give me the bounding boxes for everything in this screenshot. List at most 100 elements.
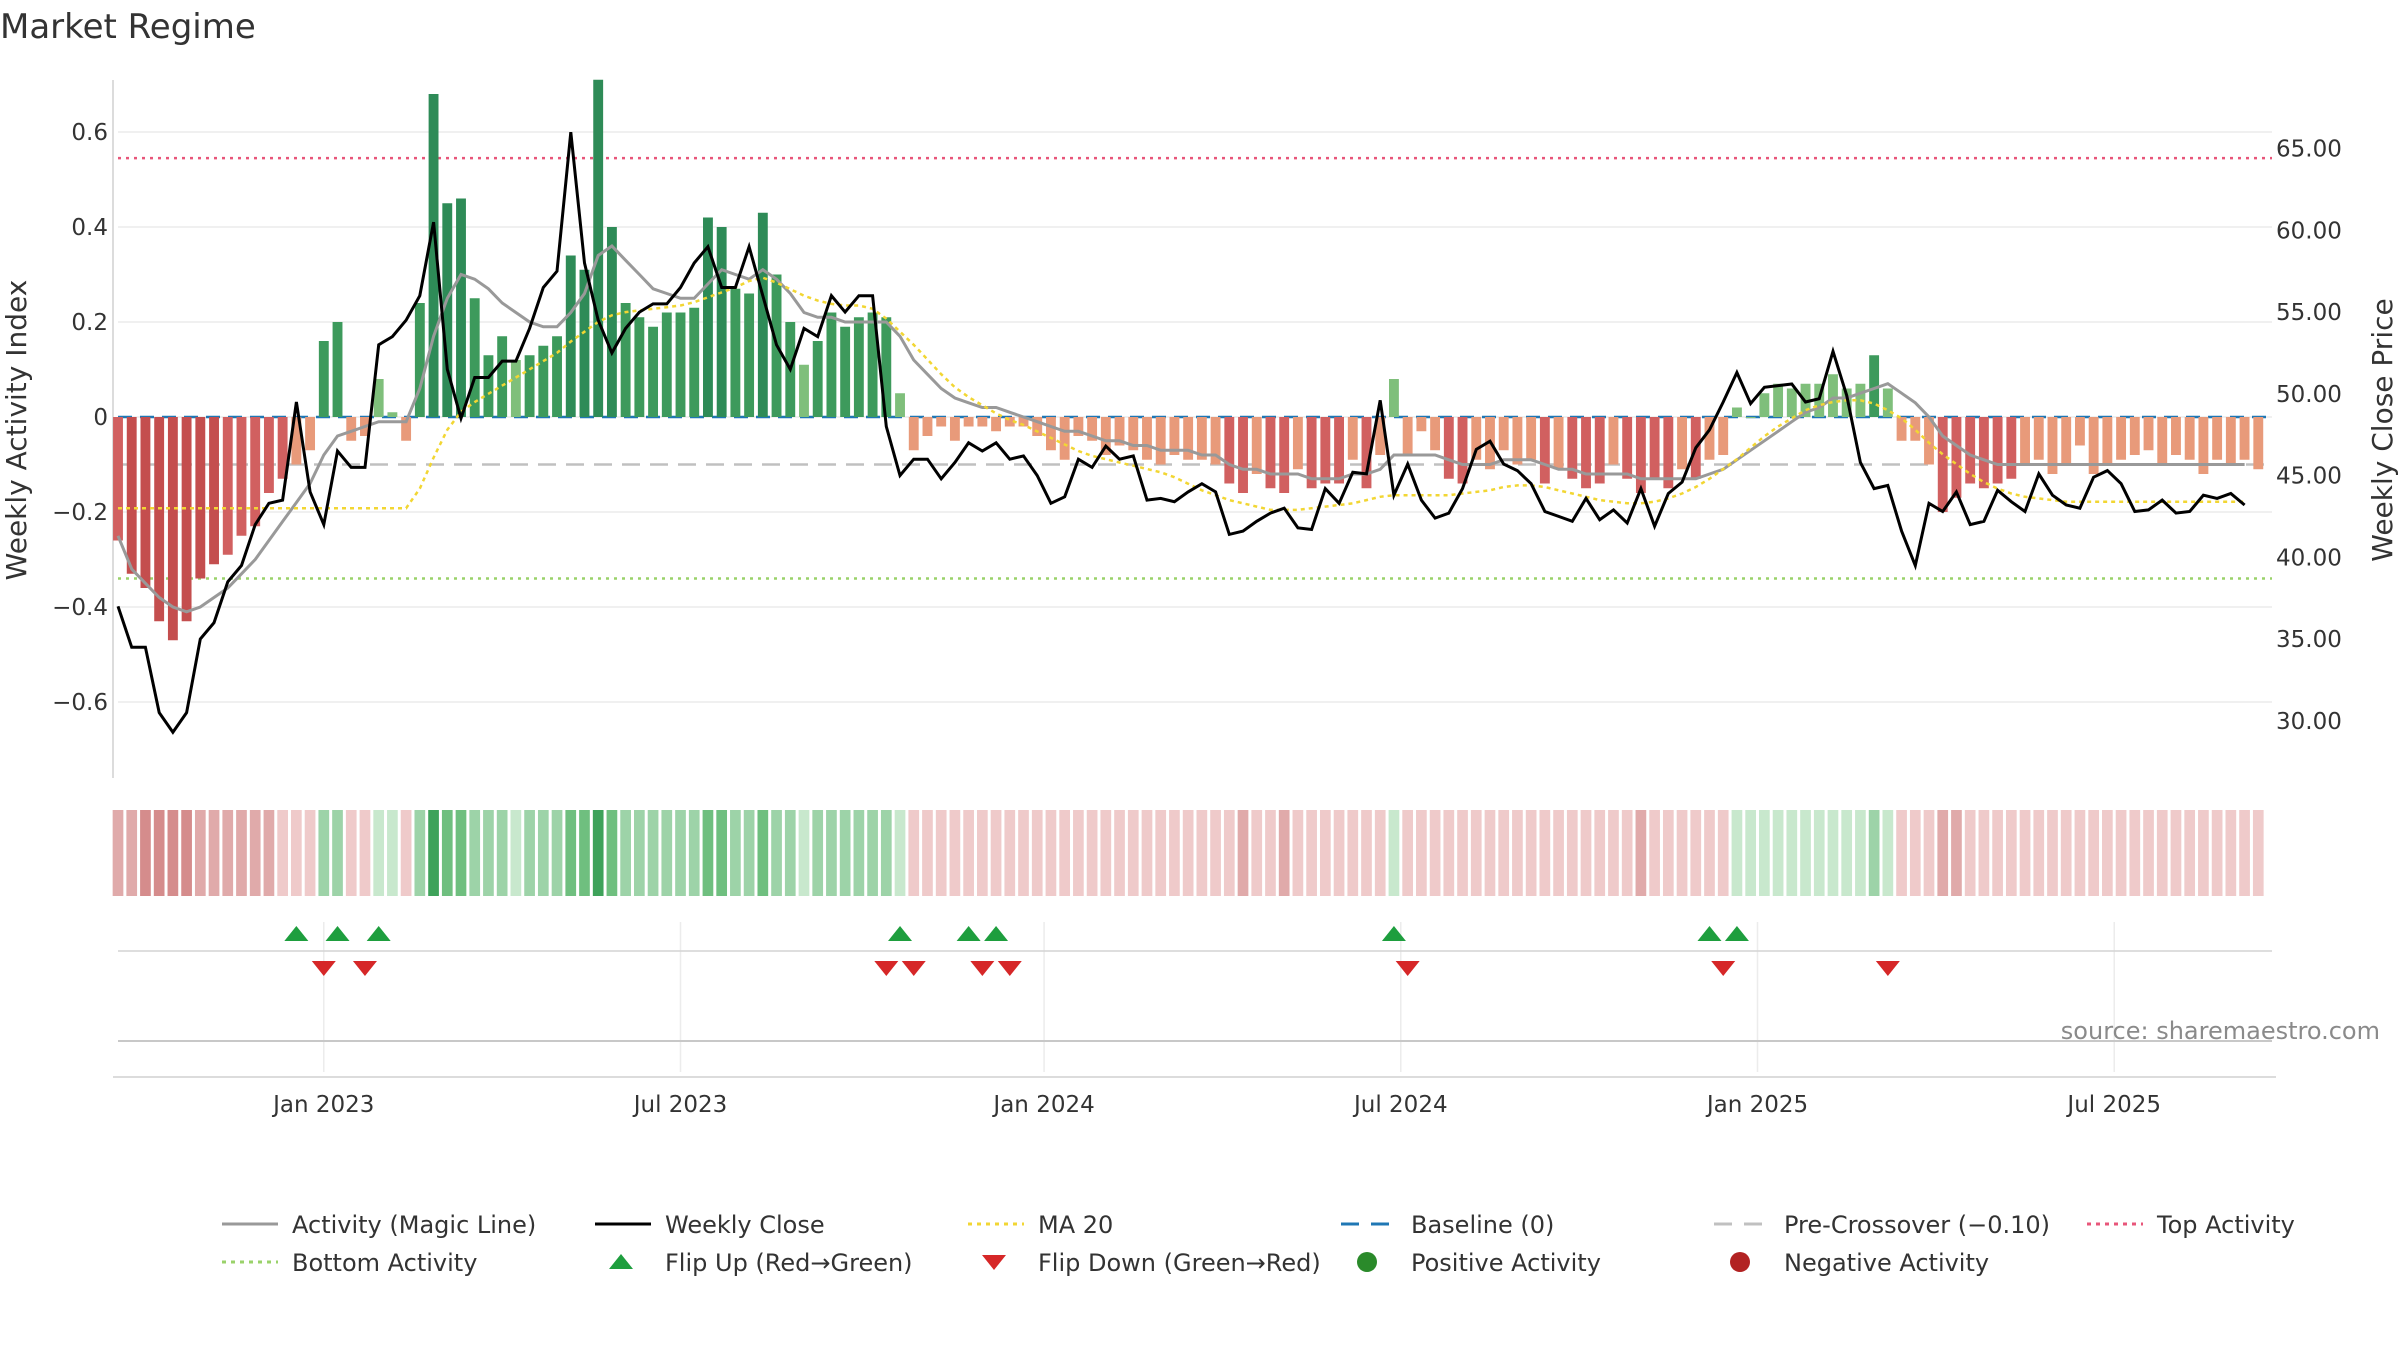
- heat-cell: [1621, 810, 1633, 896]
- heat-cell: [2019, 810, 2031, 896]
- activity-bar: [1828, 374, 1838, 417]
- legend-label: Top Activity: [2156, 1211, 2295, 1239]
- activity-bar: [524, 355, 535, 417]
- activity-bar: [1443, 417, 1454, 479]
- activity-bar: [1457, 417, 1468, 484]
- activity-bar: [2116, 417, 2127, 460]
- heat-cell: [1182, 810, 1194, 896]
- heat-cell: [784, 810, 796, 896]
- heat-cell: [1169, 810, 1180, 896]
- activity-bar: [620, 303, 631, 417]
- activity-bar: [1539, 417, 1550, 484]
- activity-bar: [2129, 417, 2140, 455]
- heat-cell: [1457, 810, 1468, 896]
- activity-bar: [730, 288, 741, 417]
- flip-up-marker: [984, 926, 1009, 941]
- heat-cell: [2047, 810, 2058, 896]
- heat-cell: [1909, 810, 1921, 896]
- legend-label: Pre-Crossover (−0.10): [1784, 1211, 2050, 1239]
- activity-bar: [113, 417, 123, 541]
- y-right-tick-label: 30.00: [2276, 709, 2342, 735]
- heat-cell: [894, 810, 906, 896]
- activity-bar: [1814, 383, 1825, 417]
- activity-bar: [757, 212, 768, 417]
- x-tick-label: Jan 2024: [991, 1092, 1094, 1118]
- activity-bar: [263, 417, 274, 493]
- heat-cell: [1278, 810, 1290, 896]
- activity-bar: [1388, 379, 1399, 417]
- activity-bar: [510, 360, 521, 417]
- activity-bar: [1924, 417, 1934, 465]
- activity-bar: [1704, 417, 1715, 460]
- heat-cell: [716, 810, 728, 896]
- activity-bar: [2253, 417, 2264, 470]
- heat-cell: [414, 810, 426, 896]
- activity-bar: [565, 255, 576, 417]
- heat-cell: [1470, 810, 1482, 896]
- heat-cell: [291, 810, 302, 896]
- heat-cell: [2033, 810, 2045, 896]
- activity-bar: [195, 417, 206, 579]
- heat-cell: [1196, 810, 1208, 896]
- y-left-tick-label: 0: [93, 405, 108, 431]
- activity-bar: [1100, 417, 1111, 455]
- heat-cell: [647, 810, 659, 896]
- ma20-line: [118, 276, 2245, 512]
- activity-bar: [1004, 417, 1015, 427]
- heat-cell: [1800, 810, 1811, 896]
- heat-cell: [1759, 810, 1770, 896]
- heat-cell: [2211, 810, 2223, 896]
- y-right-tick-label: 45.00: [2276, 464, 2342, 490]
- activity-bar: [593, 79, 604, 417]
- heat-cell: [208, 810, 220, 896]
- activity-bar: [1567, 417, 1578, 479]
- activity-bar: [949, 417, 960, 441]
- legend-label: Weekly Close: [665, 1211, 825, 1239]
- y-right-tick-label: 55.00: [2276, 300, 2342, 326]
- activity-bar: [1786, 388, 1797, 417]
- heat-cell: [537, 810, 549, 896]
- heat-cell: [1347, 810, 1359, 896]
- legend-label: MA 20: [1038, 1211, 1113, 1239]
- heat-cell: [1882, 810, 1894, 896]
- heat-cell: [194, 810, 206, 896]
- heat-cell: [263, 810, 275, 896]
- activity-bar: [812, 341, 823, 417]
- activity-bar: [1471, 417, 1482, 460]
- activity-bar: [1937, 417, 1948, 512]
- activity-bar: [689, 307, 700, 417]
- activity-bar: [991, 417, 1002, 432]
- heat-cell: [757, 810, 769, 896]
- heat-cell: [1690, 810, 1702, 896]
- heat-cell: [1306, 810, 1317, 896]
- heat-cell: [428, 810, 439, 896]
- heat-cell: [140, 810, 151, 896]
- heat-cell: [661, 810, 673, 896]
- heat-cell: [496, 810, 508, 896]
- heat-cell: [441, 810, 453, 896]
- activity-bar: [1882, 388, 1893, 417]
- activity-bar: [2006, 417, 2017, 479]
- activity-bar: [922, 417, 933, 436]
- heat-cell: [1704, 810, 1715, 896]
- heat-cell: [249, 810, 261, 896]
- activity-bar: [1059, 417, 1070, 460]
- heat-cell: [839, 810, 851, 896]
- activity-bar: [236, 417, 247, 536]
- activity-bar: [1608, 417, 1619, 465]
- activity-bar: [1046, 417, 1056, 451]
- heat-cell: [702, 810, 714, 896]
- flip-markers: [118, 926, 2272, 976]
- heat-cell: [1937, 810, 1949, 896]
- y-left-tick-label: 0.2: [71, 310, 108, 336]
- activity-bar: [209, 417, 219, 565]
- heat-cell: [1635, 810, 1647, 896]
- activity-bar: [1183, 417, 1194, 460]
- activity-bar: [167, 417, 178, 641]
- activity-bar: [1635, 417, 1646, 493]
- flip-down-marker: [901, 961, 926, 976]
- heat-cell: [579, 810, 590, 896]
- activity-bar: [1018, 417, 1029, 427]
- heat-cell: [153, 810, 165, 896]
- heat-cell: [1731, 810, 1743, 896]
